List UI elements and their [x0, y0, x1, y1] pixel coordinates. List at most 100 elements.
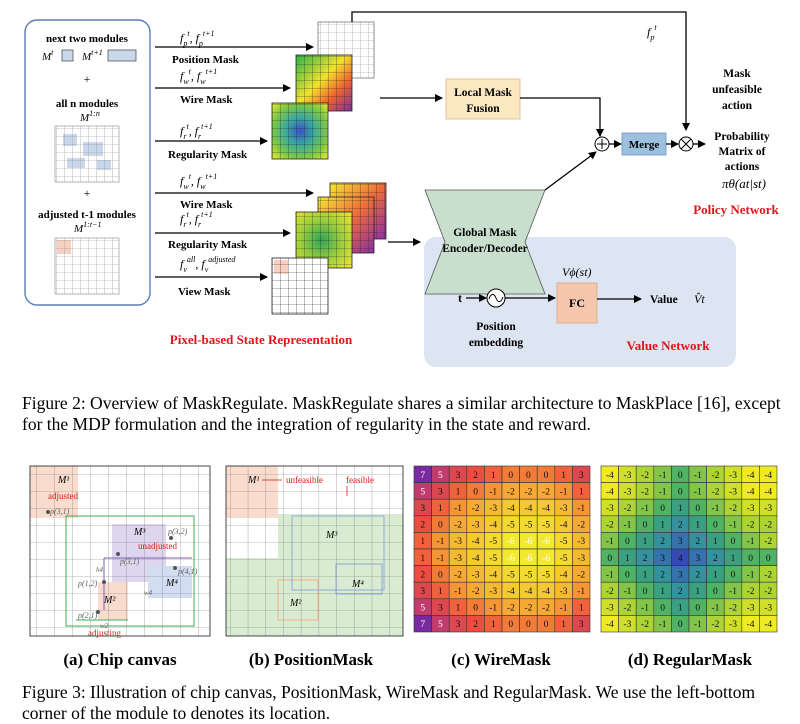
wire-value: 3 — [456, 620, 461, 630]
wire-value: -5 — [524, 570, 532, 580]
wire-value: -1 — [577, 587, 585, 597]
reg-value: -2 — [747, 587, 755, 597]
reg-value: -3 — [764, 604, 772, 614]
wire-value: -3 — [472, 521, 480, 531]
reg-value: 1 — [643, 537, 648, 547]
wire-value: -4 — [524, 587, 532, 597]
reg-value: -3 — [606, 604, 614, 614]
reg-value: -1 — [747, 537, 755, 547]
reg-value: 2 — [713, 554, 718, 564]
reg-value: -4 — [764, 620, 772, 630]
wire-value: -5 — [542, 570, 550, 580]
input-position-mask: fpt, fpt+1 Position Mask — [155, 29, 314, 66]
reg-value: 0 — [766, 554, 771, 564]
canvas-w4: w4 — [144, 589, 153, 597]
regular-mask-grid: -4 -3 -2 -1 0 -1 -2 -3 -4 -4 -4 -3 -2 -1 0 -1 -2 -3 -4 -4 -3… — [600, 465, 778, 633]
wire-value: 1 — [438, 504, 443, 514]
reg-value: 0 — [660, 604, 665, 614]
reg-value: -2 — [641, 471, 649, 481]
wire-value: -1 — [454, 587, 462, 597]
mask-unfeasible-2: unfeasible — [712, 84, 762, 96]
wire-value: -4 — [507, 587, 515, 597]
pos-m4: M⁴ — [351, 579, 364, 590]
wire-value: -5 — [542, 521, 550, 531]
mask-unfeasible-1: Mask — [723, 68, 751, 80]
wire-value: -2 — [542, 604, 550, 614]
reg-value: 0 — [607, 554, 612, 564]
local-mask-label-1: Local Mask — [454, 87, 512, 99]
reg-value: -4 — [747, 620, 755, 630]
reg-value: -3 — [764, 504, 772, 514]
wire-value: -1 — [560, 487, 568, 497]
input-regularity-mask: frt, frt+1 Regularity Mask — [155, 122, 268, 161]
reg-value: -1 — [694, 620, 702, 630]
wire-value: -5 — [560, 537, 568, 547]
reg-value: 3 — [678, 570, 683, 580]
wire-value: 3 — [456, 471, 461, 481]
fc-label: FC — [569, 296, 585, 310]
reg-value: 2 — [678, 521, 683, 531]
m1t-symbol: M1:t−1 — [73, 220, 101, 235]
reg-value: 1 — [660, 521, 665, 531]
reg-value: -2 — [711, 487, 719, 497]
canvas-unadjusted: unadjusted — [138, 541, 177, 551]
wire-value: -3 — [577, 537, 585, 547]
reg-value: -2 — [729, 504, 737, 514]
canvas-m2: M² — [103, 595, 116, 606]
wire-value: -6 — [507, 537, 515, 547]
position-embedding-label-2: embedding — [469, 337, 524, 349]
canvas-m1: M¹ — [57, 475, 69, 486]
wire-value: -3 — [560, 587, 568, 597]
reg-value: -3 — [623, 487, 631, 497]
reg-value: -4 — [764, 487, 772, 497]
reg-value: 3 — [678, 537, 683, 547]
input-wire-mask-2: fwt, fwt+1 Wire Mask — [155, 172, 314, 211]
top-mask-stack — [271, 21, 375, 160]
position-embedding-label-1: Position — [476, 321, 516, 333]
wire-value: 0 — [438, 521, 443, 531]
mask-unfeasible-3: action — [722, 100, 753, 112]
reg-value: -1 — [711, 504, 719, 514]
wire-value: -1 — [436, 554, 444, 564]
v-hat-label: V̂t — [694, 292, 705, 306]
figure-2-caption: Figure 2: Overview of MaskRegulate. Mask… — [22, 393, 781, 434]
m1n-symbol: M1:n — [79, 109, 100, 124]
global-mask-label-2: Encoder/Decoder — [442, 243, 528, 255]
reg-value: -2 — [606, 587, 614, 597]
reg-value: -2 — [711, 471, 719, 481]
regularity-formula: frt, frt+1 — [180, 122, 213, 141]
adjusted-modules-label: adjusted t-1 modules — [38, 209, 137, 221]
wire-value: -3 — [454, 554, 462, 564]
plus-sign-1: + — [84, 72, 91, 86]
regularity-mask-label: Regularity Mask — [168, 149, 248, 161]
reg-value: 1 — [678, 604, 683, 614]
wire-value: -6 — [542, 537, 550, 547]
reg-value: 0 — [643, 587, 648, 597]
reg-value: -1 — [641, 604, 649, 614]
reg-value: 0 — [713, 521, 718, 531]
wire-value: 0 — [526, 471, 531, 481]
reg-cell — [759, 615, 778, 633]
wire-value: -4 — [472, 554, 480, 564]
wire-value: -4 — [560, 521, 568, 531]
input-view-mask: fvall, fvadjusted View Mask — [155, 255, 268, 298]
position-mask-panel: M¹ unfeasible feasible M³ M⁴ M² — [225, 465, 404, 637]
reg-value: 1 — [660, 587, 665, 597]
wire-value: 1 — [420, 554, 425, 564]
merge-label: Merge — [629, 139, 660, 151]
reg-value: 1 — [643, 570, 648, 580]
wire-value: -2 — [472, 504, 480, 514]
wire-value: 1 — [420, 537, 425, 547]
policy-formula: πθ(at|st) — [722, 176, 766, 191]
wire-value: 7 — [420, 620, 425, 630]
reg-value: 0 — [695, 504, 700, 514]
canvas-adjusting: adjusting — [88, 628, 121, 638]
canvas-p21: p(2,1) — [77, 611, 98, 620]
reg-value: 0 — [678, 471, 683, 481]
wire-value: 1 — [579, 604, 584, 614]
plus-sign-2: + — [84, 186, 91, 200]
reg-value: 2 — [695, 537, 700, 547]
wire-value: 0 — [473, 487, 478, 497]
canvas-p32: p(3,2) — [167, 527, 188, 536]
reg-value: 1 — [731, 554, 736, 564]
